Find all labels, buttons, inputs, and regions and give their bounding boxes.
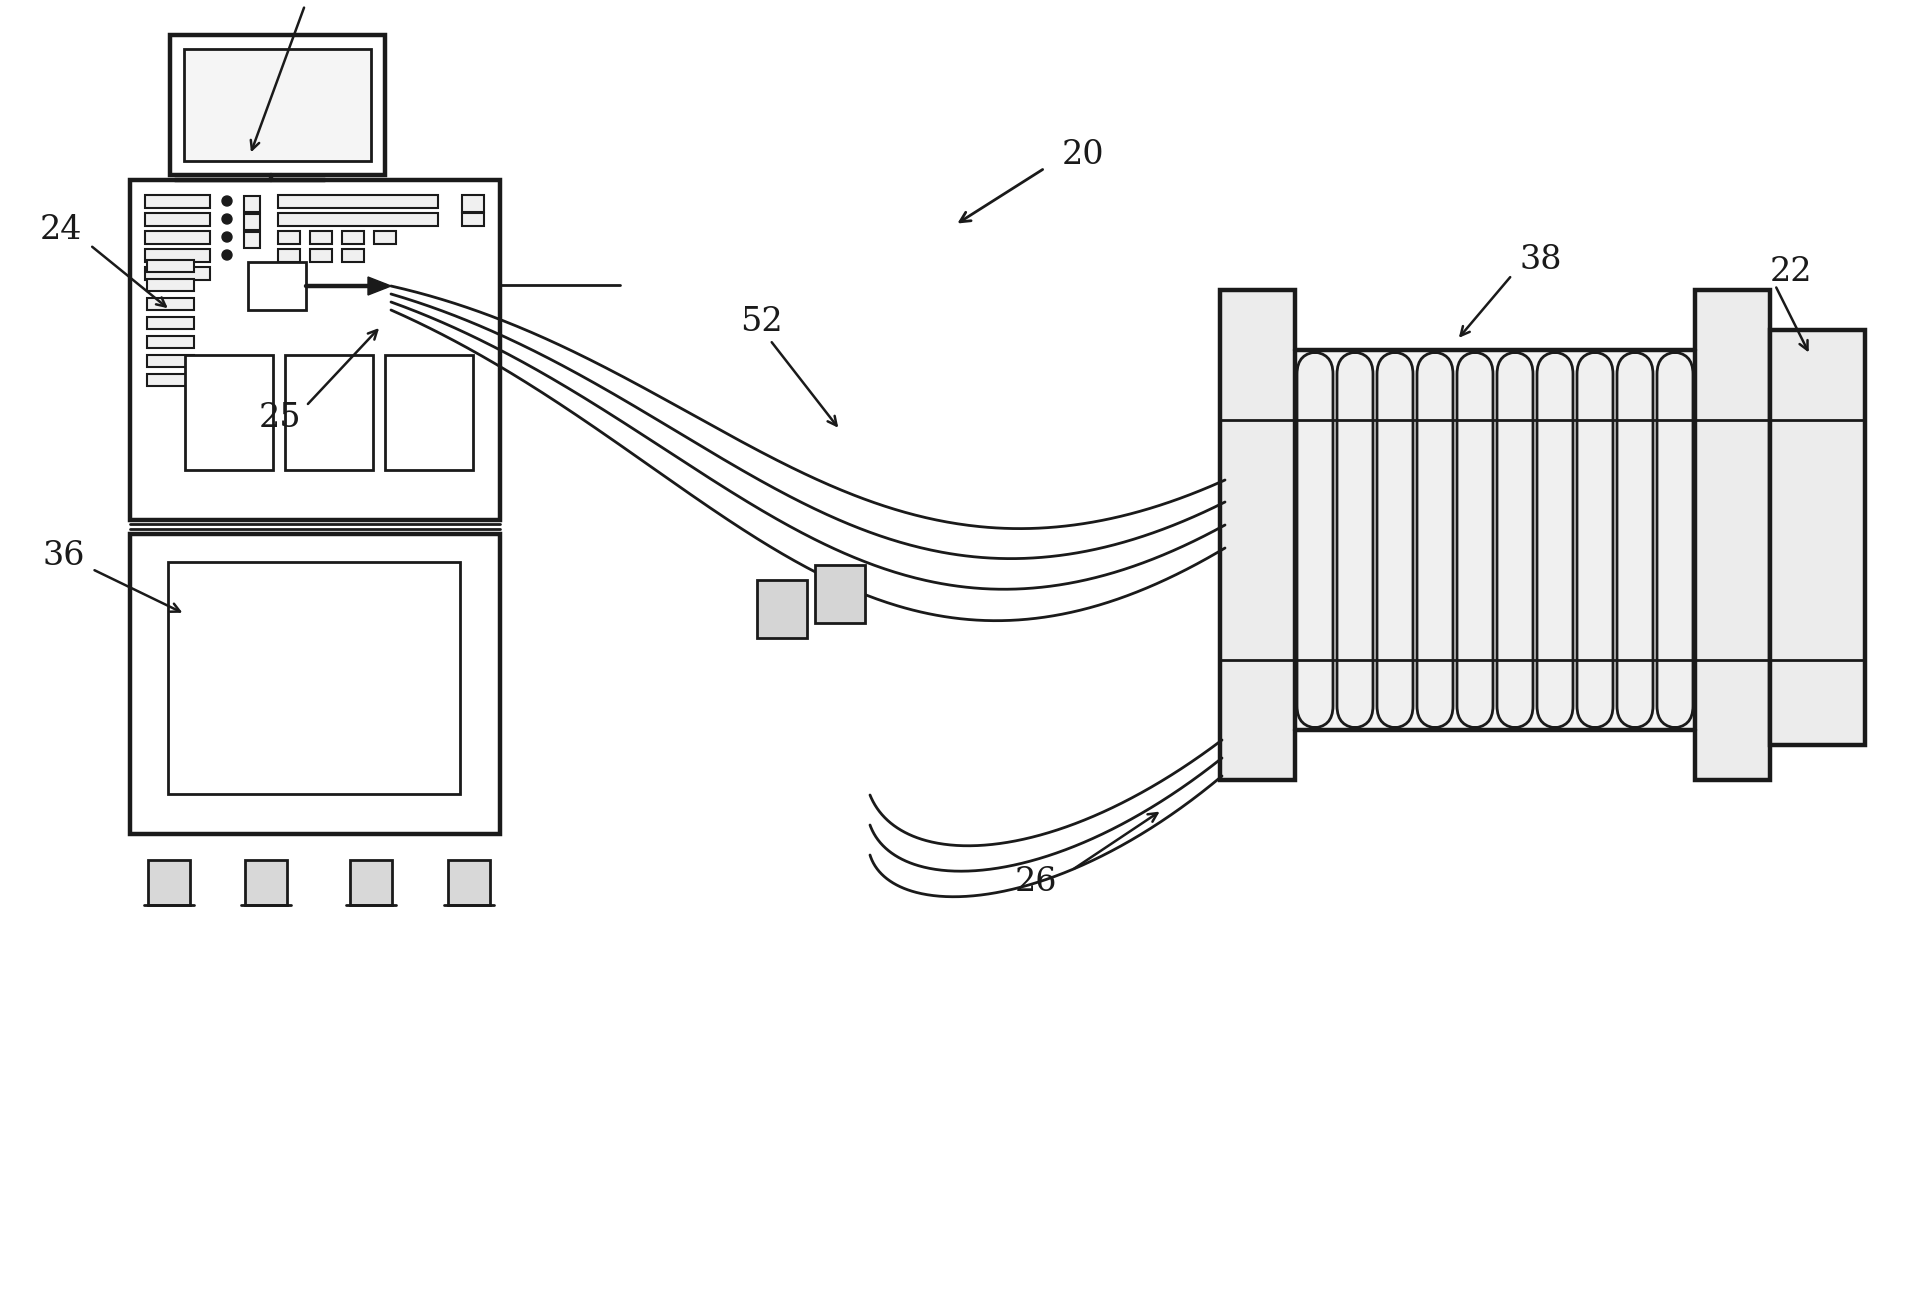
Text: 52: 52 — [740, 306, 782, 337]
Text: 25: 25 — [259, 402, 302, 435]
Bar — [815, 565, 864, 622]
FancyBboxPatch shape — [1456, 352, 1493, 727]
Bar — [248, 263, 305, 310]
Circle shape — [223, 232, 232, 242]
Bar — [279, 213, 438, 226]
Text: 54: 54 — [309, 0, 352, 7]
Circle shape — [223, 249, 232, 260]
Bar — [148, 260, 194, 272]
FancyBboxPatch shape — [1418, 352, 1452, 727]
Polygon shape — [369, 277, 392, 295]
Bar — [342, 249, 363, 263]
Bar — [1220, 290, 1295, 780]
Bar — [448, 860, 490, 905]
Text: 26: 26 — [1014, 867, 1057, 898]
Bar — [169, 35, 384, 175]
Bar — [144, 249, 209, 263]
Bar — [246, 860, 286, 905]
Bar — [279, 196, 438, 207]
FancyBboxPatch shape — [1297, 352, 1333, 727]
Bar — [461, 213, 484, 226]
Text: 24: 24 — [40, 214, 83, 246]
Bar — [342, 231, 363, 244]
FancyBboxPatch shape — [1658, 352, 1692, 727]
FancyBboxPatch shape — [1617, 352, 1652, 727]
Bar — [148, 374, 194, 386]
FancyBboxPatch shape — [1337, 352, 1374, 727]
Bar — [131, 534, 499, 834]
Text: 22: 22 — [1769, 256, 1813, 288]
Bar — [284, 355, 373, 470]
Bar — [148, 355, 194, 368]
Bar — [279, 231, 300, 244]
Bar — [350, 860, 392, 905]
Bar — [1295, 351, 1694, 730]
Bar — [1694, 290, 1769, 780]
Bar — [384, 355, 473, 470]
Bar — [148, 278, 194, 291]
Bar — [279, 249, 300, 263]
FancyBboxPatch shape — [1496, 352, 1533, 727]
FancyBboxPatch shape — [1577, 352, 1614, 727]
Text: 38: 38 — [1520, 244, 1562, 276]
Bar — [184, 49, 371, 161]
Bar — [244, 214, 259, 230]
Bar — [131, 180, 499, 520]
Bar — [148, 316, 194, 330]
Text: 20: 20 — [1062, 139, 1105, 171]
Bar — [309, 249, 332, 263]
Bar — [144, 231, 209, 244]
Bar — [1769, 330, 1865, 744]
Bar — [244, 196, 259, 211]
Bar — [144, 196, 209, 207]
Bar — [184, 355, 273, 470]
Circle shape — [223, 214, 232, 225]
Bar — [167, 562, 459, 794]
FancyBboxPatch shape — [1537, 352, 1573, 727]
Text: 36: 36 — [42, 540, 85, 572]
Bar — [144, 267, 209, 280]
Bar — [309, 231, 332, 244]
Bar — [144, 213, 209, 226]
Circle shape — [223, 196, 232, 206]
Bar — [148, 298, 194, 310]
Bar — [461, 196, 484, 211]
Bar — [244, 232, 259, 248]
Bar — [757, 580, 807, 638]
Bar — [148, 336, 194, 348]
Bar — [375, 231, 396, 244]
FancyBboxPatch shape — [1377, 352, 1414, 727]
Bar — [148, 860, 190, 905]
